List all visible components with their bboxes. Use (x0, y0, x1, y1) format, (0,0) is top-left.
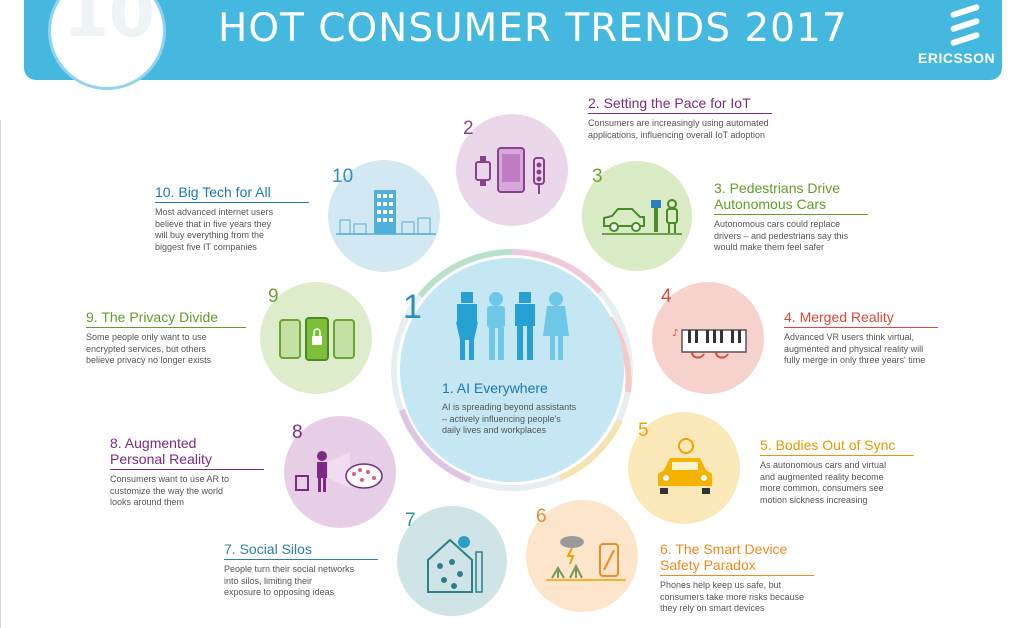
trend-6-title: 6. The Smart Device Safety Paradox (660, 541, 814, 576)
car-vr-icon (658, 438, 712, 494)
smartwatch-phone-trafficlight-icon (475, 147, 545, 194)
trend-1-title: 1. AI Everywhere (442, 380, 548, 396)
header-banner: HOT CONSUMER TRENDS 2017 ERICSSON (24, 0, 1002, 80)
trend-4-label: 4. Merged Reality Advanced VR users thin… (784, 309, 938, 367)
trend-number-6: 6 (536, 506, 547, 527)
trend-number-8: 8 (292, 422, 303, 443)
trend-circle-3[interactable] (582, 161, 692, 271)
trend-circle-6[interactable] (526, 500, 638, 612)
trend-number-2: 2 (463, 118, 474, 139)
trend-10-title: 10. Big Tech for All (155, 184, 309, 203)
trend-1-label: 1. AI Everywhere AI is spreading beyond … (442, 380, 576, 437)
trend-9-desc: Some people only want to use encrypted s… (86, 332, 212, 365)
left-divider (0, 120, 1, 628)
trend-3-label: 3. Pedestrians Drive Autonomous Cars Aut… (714, 180, 868, 254)
trend-number-10: 10 (332, 166, 354, 187)
page-title: HOT CONSUMER TRENDS 2017 (218, 6, 848, 51)
trend-8-desc: Consumers want to use AR to customize th… (110, 474, 230, 507)
trend-5-desc: As autonomous cars and virtual and augme… (760, 460, 887, 505)
trend-2-desc: Consumers are increasingly using automat… (588, 118, 769, 140)
ericsson-logo-text: ERICSSON (918, 50, 996, 66)
ai-people-robots-icon (456, 292, 569, 360)
social-silo-icon (427, 536, 483, 593)
phones-lock-icon (279, 317, 355, 361)
trend-7-title: 7. Social Silos (224, 541, 378, 560)
trend-2-title: 2. Setting the Pace for IoT (588, 95, 772, 114)
trend-5-title: 5. Bodies Out of Sync (760, 437, 914, 456)
trend-2-label: 2. Setting the Pace for IoT Consumers ar… (588, 95, 772, 141)
svg-text:♪: ♪ (672, 328, 678, 339)
trend-10-label: 10. Big Tech for All Most advanced inter… (155, 184, 309, 253)
storm-phone-icon (546, 536, 626, 581)
trend-7-desc: People turn their social networks into s… (224, 564, 355, 597)
trend-3-title: 3. Pedestrians Drive Autonomous Cars (714, 180, 868, 215)
trend-10-desc: Most advanced internet users believe tha… (155, 207, 274, 252)
trend-number-1: 1 (403, 288, 422, 326)
city-building-icon (336, 190, 436, 235)
trend-number-4: 4 (661, 286, 672, 307)
trend-number-5: 5 (638, 420, 649, 441)
trend-9-title: 9. The Privacy Divide (86, 309, 246, 328)
trend-3-desc: Autonomous cars could replace drivers – … (714, 219, 849, 252)
trend-8-label: 8. Augmented Personal Reality Consumers … (110, 435, 264, 509)
trend-6-desc: Phones help keep us safe, but consumers … (660, 580, 805, 613)
trend-number-7: 7 (405, 510, 416, 531)
car-pedestrian-icon (602, 199, 682, 235)
person-ar-icon (295, 451, 383, 492)
trend-6-label: 6. The Smart Device Safety Paradox Phone… (660, 541, 814, 615)
trend-4-desc: Advanced VR users think virtual, augment… (784, 332, 926, 365)
trend-4-title: 4. Merged Reality (784, 309, 938, 328)
trend-1-desc: AI is spreading beyond assistants – acti… (442, 402, 577, 435)
badge-number: 10 (63, 0, 155, 52)
ericsson-logo-icon (950, 4, 980, 46)
trend-8-title: 8. Augmented Personal Reality (110, 435, 264, 470)
trend-5-label: 5. Bodies Out of Sync As autonomous cars… (760, 437, 914, 506)
piano-hands-icon: ♪ (672, 328, 747, 359)
trend-number-3: 3 (592, 166, 603, 187)
trend-circle-1[interactable] (400, 258, 624, 482)
trend-7-label: 7. Social Silos People turn their social… (224, 541, 378, 599)
trend-9-label: 9. The Privacy Divide Some people only w… (86, 309, 246, 367)
trend-number-9: 9 (268, 286, 279, 307)
